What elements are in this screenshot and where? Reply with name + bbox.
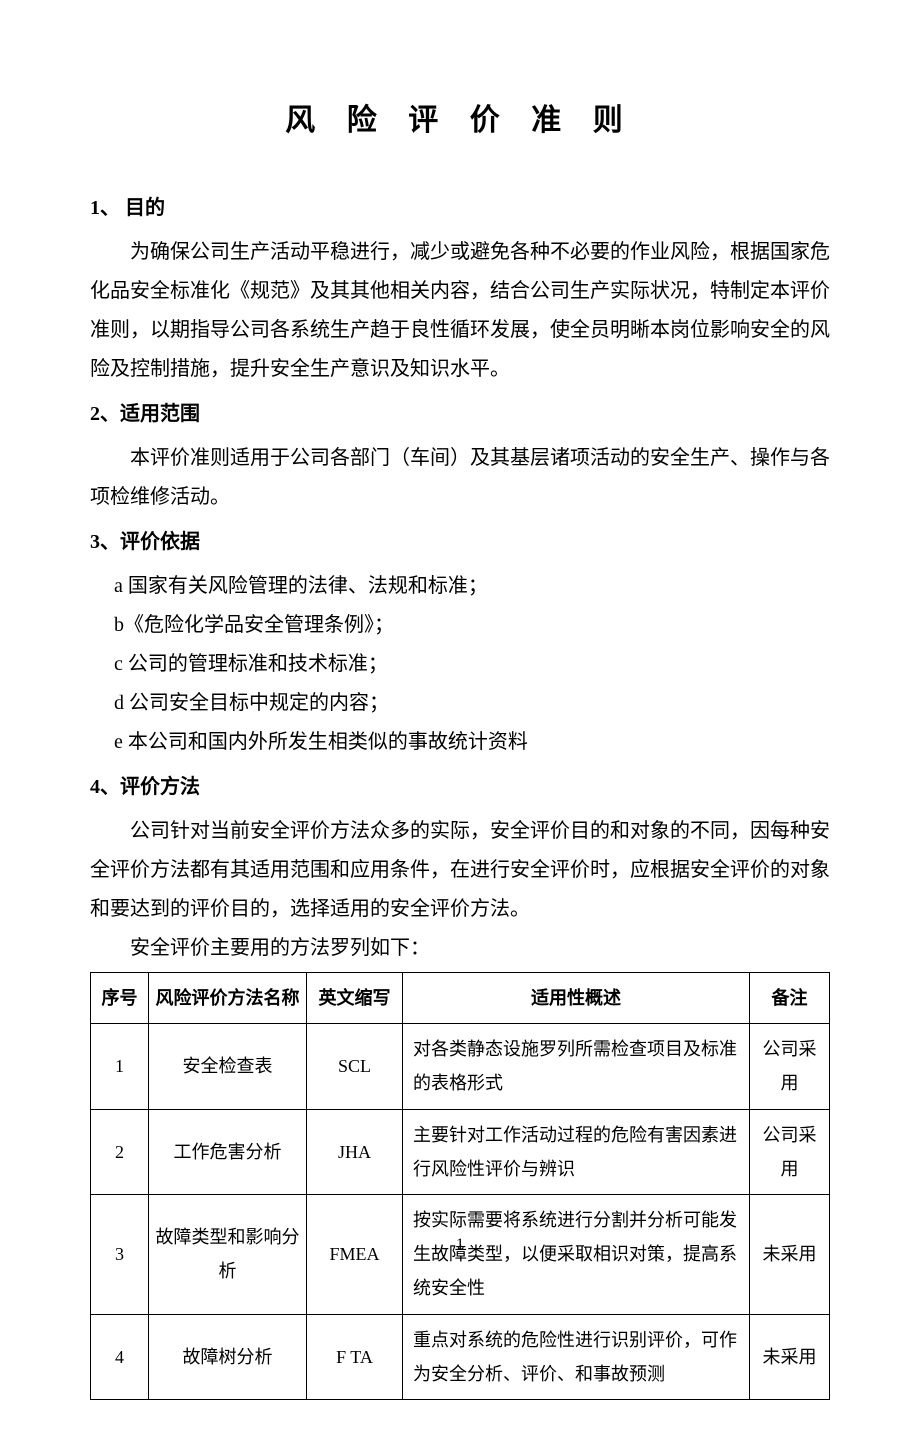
section-1-heading: 1、 目的 [90, 189, 830, 227]
cell-name: 安全检查表 [149, 1024, 307, 1109]
section-4-intro: 安全评价主要用的方法罗列如下： [90, 929, 830, 968]
section-2-heading: 2、适用范围 [90, 395, 830, 433]
table-header-row: 序号 风险评价方法名称 英文缩写 适用性概述 备注 [91, 973, 830, 1024]
th-desc: 适用性概述 [403, 973, 750, 1024]
cell-name: 故障树分析 [149, 1314, 307, 1399]
cell-seq: 3 [91, 1194, 149, 1314]
cell-note: 公司采用 [750, 1024, 830, 1109]
cell-abbr: FMEA [307, 1194, 403, 1314]
page-number: 1 [0, 1236, 920, 1254]
cell-note: 未采用 [750, 1194, 830, 1314]
th-abbr: 英文缩写 [307, 973, 403, 1024]
table-row: 1 安全检查表 SCL 对各类静态设施罗列所需检查项目及标准的表格形式 公司采用 [91, 1024, 830, 1109]
cell-name: 工作危害分析 [149, 1109, 307, 1194]
section-3-item-e: e 本公司和国内外所发生相类似的事故统计资料 [90, 723, 830, 762]
cell-note: 公司采用 [750, 1109, 830, 1194]
cell-seq: 2 [91, 1109, 149, 1194]
cell-abbr: JHA [307, 1109, 403, 1194]
table-row: 4 故障树分析 F TA 重点对系统的危险性进行识别评价，可作为安全分析、评价、… [91, 1314, 830, 1399]
section-1-body: 为确保公司生产活动平稳进行，减少或避免各种不必要的作业风险，根据国家危化品安全标… [90, 233, 830, 389]
cell-name: 故障类型和影响分析 [149, 1194, 307, 1314]
methods-table: 序号 风险评价方法名称 英文缩写 适用性概述 备注 1 安全检查表 SCL 对各… [90, 972, 830, 1400]
section-2-body: 本评价准则适用于公司各部门（车间）及其基层诸项活动的安全生产、操作与各项检维修活… [90, 439, 830, 517]
section-3-item-c: c 公司的管理标准和技术标准； [90, 645, 830, 684]
section-4-heading: 4、评价方法 [90, 768, 830, 806]
cell-note: 未采用 [750, 1314, 830, 1399]
cell-desc: 主要针对工作活动过程的危险有害因素进行风险性评价与辨识 [403, 1109, 750, 1194]
cell-seq: 4 [91, 1314, 149, 1399]
cell-desc: 按实际需要将系统进行分割并分析可能发生故障类型，以便采取相识对策，提高系统安全性 [403, 1194, 750, 1314]
section-3-heading: 3、评价依据 [90, 523, 830, 561]
cell-desc: 重点对系统的危险性进行识别评价，可作为安全分析、评价、和事故预测 [403, 1314, 750, 1399]
cell-desc: 对各类静态设施罗列所需检查项目及标准的表格形式 [403, 1024, 750, 1109]
th-seq: 序号 [91, 973, 149, 1024]
cell-abbr: SCL [307, 1024, 403, 1109]
table-row: 3 故障类型和影响分析 FMEA 按实际需要将系统进行分割并分析可能发生故障类型… [91, 1194, 830, 1314]
cell-seq: 1 [91, 1024, 149, 1109]
section-3-item-d: d 公司安全目标中规定的内容； [90, 684, 830, 723]
cell-abbr: F TA [307, 1314, 403, 1399]
th-note: 备注 [750, 973, 830, 1024]
section-3-item-b: b《危险化学品安全管理条例》； [90, 606, 830, 645]
document-title: 风 险 评 价 准 则 [90, 95, 830, 139]
table-row: 2 工作危害分析 JHA 主要针对工作活动过程的危险有害因素进行风险性评价与辨识… [91, 1109, 830, 1194]
section-4-body: 公司针对当前安全评价方法众多的实际，安全评价目的和对象的不同，因每种安全评价方法… [90, 812, 830, 929]
section-3-item-a: a 国家有关风险管理的法律、法规和标准； [90, 567, 830, 606]
th-name: 风险评价方法名称 [149, 973, 307, 1024]
document-page: 风 险 评 价 准 则 1、 目的 为确保公司生产活动平稳进行，减少或避免各种不… [0, 0, 920, 1450]
